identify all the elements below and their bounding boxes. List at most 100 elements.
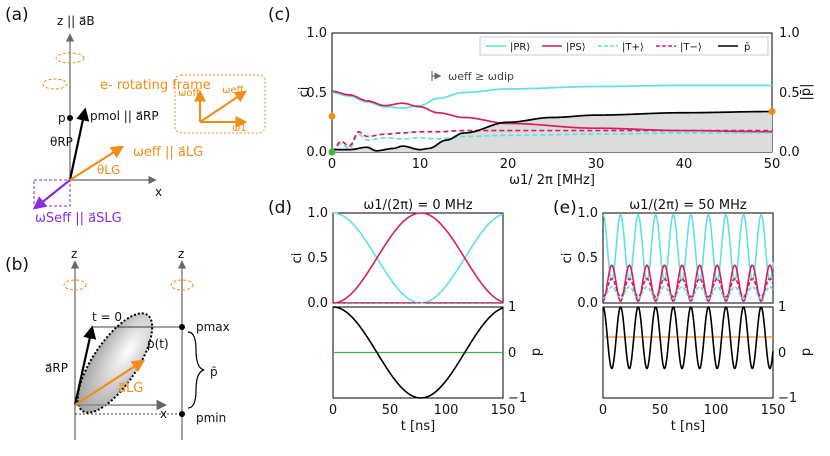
d-ylabel: ci	[290, 253, 305, 264]
d-pr-line	[333, 212, 504, 304]
d-y2tick-m1: −1	[508, 391, 527, 406]
theta-rp-label: θRP	[50, 135, 73, 149]
e-tminus-line	[602, 277, 774, 298]
inset-w-off: ωoff	[178, 88, 200, 99]
end-dot-orange	[768, 108, 776, 116]
p-point	[67, 115, 73, 121]
panel-e: (e) ω1/(2π) = 50 MHz 1.0 0.5 0.0 ci 1 0 …	[553, 198, 814, 434]
panel-d: (d) ω1/(2π) = 0 MHz 1.0 0.5 0.0 ci 1 0 −…	[268, 198, 544, 434]
pt-label: p(t)	[147, 337, 169, 351]
b-rotation-2	[170, 279, 194, 291]
c-xtick-50: 50	[764, 157, 781, 172]
legend-ps: |PS⟩	[566, 42, 586, 53]
series-tminus-line	[331, 129, 772, 153]
d-top-axes	[332, 212, 504, 304]
d-title: ω1/(2π) = 0 MHz	[363, 198, 472, 213]
omega-s-eff-label: ωSeff || a⃗SLG	[35, 211, 122, 226]
e-xtick-0: 0	[599, 403, 607, 418]
rotation-ellipse	[55, 52, 85, 64]
e-y2label: p	[799, 348, 814, 356]
c-xtick-20: 20	[500, 157, 517, 172]
e-ylabel: ci	[560, 253, 575, 264]
precession-ellipse	[76, 312, 154, 414]
start-dot	[328, 148, 336, 156]
c-xlabel: ω1/ 2π [MHz]	[509, 173, 595, 188]
x-axis-label: x	[155, 185, 162, 199]
legend-pbar: p̄	[744, 42, 750, 53]
panel-b: (b) z z x a⃗RP a⃗LG t = 0 p(t) pmax pmin…	[5, 247, 230, 440]
panel-c: (c) 1.0 0.5 0.0 1.0 0.5 0.0 0 10 20 30 4…	[268, 5, 814, 188]
e-xtick-100: 100	[704, 403, 729, 418]
c-y2label: |p̄|	[799, 83, 814, 100]
b-a-rp-label: a⃗RP	[45, 361, 68, 375]
start-dot-orange	[328, 112, 336, 120]
e-ytick-1: 1.0	[577, 206, 598, 221]
e-ytick-05: 0.5	[577, 251, 598, 266]
c-legend-box	[479, 36, 769, 56]
inset-w1: ω1	[232, 123, 247, 134]
c-y2tick-05: 0.5	[779, 86, 800, 101]
omega-eff-arrow	[69, 145, 125, 181]
b-a-lg-label: a⃗LG	[118, 381, 143, 396]
e-pr-line	[602, 213, 774, 282]
omega-s-eff-arrow	[32, 179, 71, 210]
inset-w-eff: ωeff	[222, 85, 245, 96]
c-y2tick-1: 1.0	[779, 26, 800, 41]
panel-e-label: (e)	[553, 198, 577, 218]
d-ytick-1: 1.0	[307, 206, 328, 221]
frame-legend: e- rotating frame	[100, 78, 211, 93]
e-xtick-50: 50	[652, 403, 669, 418]
d-ytick-05: 0.5	[307, 251, 328, 266]
c-xtick-30: 30	[588, 157, 605, 172]
series-pbar-line	[332, 110, 772, 152]
e-p-line	[602, 306, 774, 370]
annotation-arrow	[431, 71, 440, 81]
e-y2tick-1: 1	[778, 300, 786, 315]
p-label: p	[58, 111, 66, 125]
a-rp-arrow	[68, 107, 90, 181]
e-xtick-150: 150	[761, 403, 786, 418]
e-y2tick-0: 0	[778, 346, 786, 361]
c-y2tick-0: 0.0	[779, 145, 800, 160]
c-xtick-0: 0	[328, 157, 336, 172]
panel-d-label: (d)	[268, 198, 292, 218]
d-xtick-0: 0	[329, 403, 337, 418]
panel-c-label: (c)	[268, 5, 291, 25]
e-tplus-line	[602, 285, 774, 300]
e-top-axes	[602, 212, 774, 304]
legend-pr: |PR⟩	[510, 42, 530, 53]
purple-projection	[33, 179, 71, 207]
z-axis-label: z || a⃗B	[57, 14, 95, 28]
omega-eff-label: ωeff || a⃗LG	[133, 145, 203, 160]
pmin-dot	[179, 411, 185, 417]
c-ytick-0: 0.0	[306, 145, 327, 160]
d-y2tick-1: 1	[508, 300, 516, 315]
t0-label: t = 0	[92, 310, 122, 324]
e-xlabel: t [ns]	[671, 419, 705, 434]
p-mol-label: pmol || a⃗RP	[90, 109, 159, 123]
c-ytick-1: 1.0	[306, 26, 327, 41]
d-xlabel: t [ns]	[401, 419, 435, 434]
e-y2tick-m1: −1	[778, 391, 797, 406]
d-y2tick-0: 0	[508, 346, 516, 361]
e-title: ω1/(2π) = 50 MHz	[629, 198, 747, 213]
b-rotation-1	[63, 279, 87, 291]
c-legend: |PR⟩ |PS⟩ |T+⟩ |T−⟩ p̄	[479, 36, 769, 56]
legend-rotation-ellipse	[42, 78, 68, 90]
panel-a: (a) z || a⃗B x e- rotating frame p pmol …	[5, 5, 266, 226]
theta-lg-label: θLG	[97, 163, 120, 177]
panel-b-label: (b)	[5, 255, 29, 275]
d-ps-line	[333, 212, 504, 304]
b-a-rp-arrow	[73, 325, 97, 406]
d-xtick-150: 150	[491, 403, 516, 418]
c-xtick-10: 10	[412, 157, 429, 172]
b-z1-label: z	[71, 247, 77, 261]
pmin-label: pmin	[196, 411, 226, 425]
pmax-dot	[179, 324, 185, 330]
legend-tplus: |T+⟩	[622, 42, 644, 53]
legend-tminus: |T−⟩	[680, 42, 702, 53]
annotation-text: ωeff ≥ ωdip	[448, 70, 514, 83]
d-ytick-0: 0.0	[307, 296, 328, 311]
series-pr-line	[331, 84, 772, 109]
b-a-lg-arrow	[74, 359, 146, 406]
